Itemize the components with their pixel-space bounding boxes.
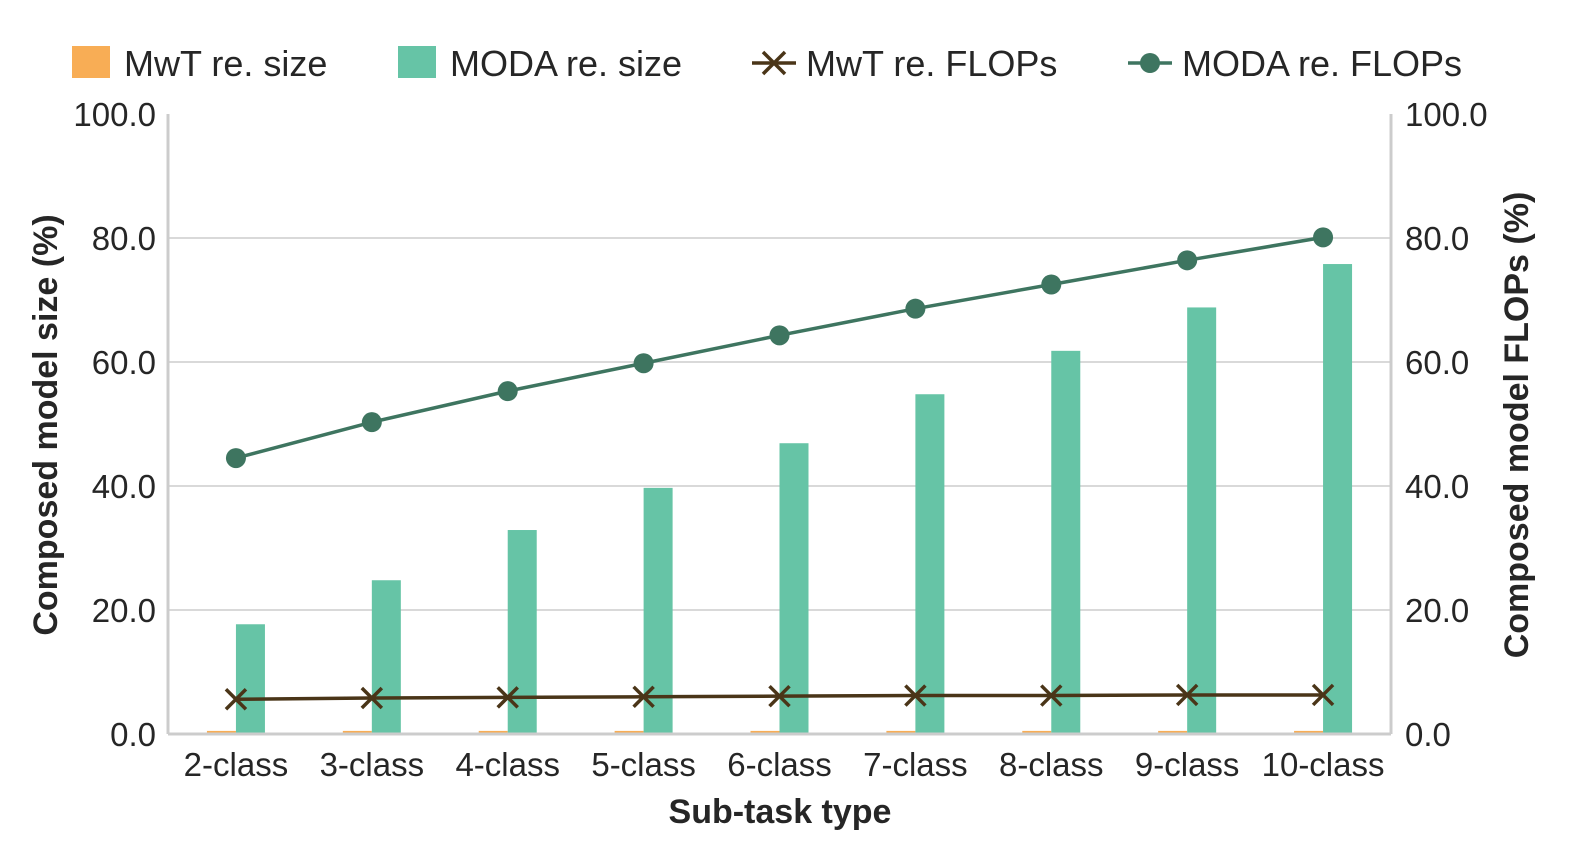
series-line [235, 235, 1324, 460]
y2-tick-labels: 0.0 20.0 40.0 60.0 80.0 100.0 [1405, 96, 1488, 753]
y-tick-label: 20.0 [92, 592, 156, 629]
x-tick-label: 5-class [591, 746, 696, 783]
x-tick-label: 7-class [863, 746, 968, 783]
y-tick-label: 0.0 [110, 716, 156, 753]
plot-frame [166, 114, 1393, 736]
legend-item: MwT re. size [72, 43, 327, 84]
legend-marker [1140, 53, 1160, 73]
bar [1323, 264, 1353, 734]
bar [1022, 730, 1052, 734]
line-point [1313, 227, 1334, 248]
line-point [768, 684, 791, 708]
bar [915, 394, 945, 734]
bar [614, 730, 644, 734]
bar [779, 443, 809, 734]
y-axis-title: Composed model size (%) [27, 214, 65, 635]
line-point [360, 686, 384, 710]
line-point [904, 684, 927, 707]
y2-tick-label: 20.0 [1405, 592, 1469, 629]
x-tick-label: 9-class [1135, 746, 1240, 783]
bar [886, 730, 916, 734]
line-point [1311, 683, 1335, 707]
line-point [632, 685, 655, 709]
legend-swatch [72, 46, 110, 78]
x-tick-label: 10-class [1262, 746, 1385, 783]
legend-swatch [398, 46, 436, 78]
y2-tick-label: 40.0 [1405, 468, 1469, 505]
legend-label: MwT re. size [124, 43, 327, 84]
x-tick-label: 4-class [455, 746, 560, 783]
y-tick-labels: 0.0 20.0 40.0 60.0 80.0 100.0 [73, 96, 156, 753]
y-tick-label: 80.0 [92, 220, 156, 257]
y2-tick-label: 100.0 [1405, 96, 1488, 133]
line-point [769, 325, 790, 346]
legend-label: MODA re. FLOPs [1182, 43, 1462, 84]
legend: MwT re. size MODA re. size MwT re. FLOPs MO… [72, 43, 1462, 84]
line-point [1175, 683, 1199, 707]
y2-tick-label: 0.0 [1405, 716, 1451, 753]
line-point [497, 381, 518, 402]
legend-label: MwT re. FLOPs [806, 43, 1057, 84]
y-tick-label: 40.0 [92, 468, 156, 505]
x-tick-label: 2-class [184, 746, 289, 783]
x-tick-label: 3-class [320, 746, 425, 783]
legend-marker [761, 50, 787, 76]
y2-axis-title: Composed model FLOPs (%) [1498, 192, 1536, 659]
line-point [633, 353, 654, 374]
x-tick-label: 8-class [999, 746, 1104, 783]
bar [342, 730, 372, 734]
bar [206, 730, 236, 734]
legend-label: MODA re. size [450, 43, 682, 84]
bar [750, 730, 780, 734]
x-tick-label: 6-class [727, 746, 832, 783]
bar [1294, 730, 1324, 734]
legend-item: MwT re. FLOPs [752, 43, 1057, 84]
y-tick-label: 100.0 [73, 96, 156, 133]
bar [1051, 350, 1081, 734]
x-tick-labels: 2-class 3-class 4-class 5-class 6-class 7-cla… [184, 746, 1385, 783]
y2-tick-label: 80.0 [1405, 220, 1469, 257]
line-point [1177, 250, 1198, 271]
line-point [224, 688, 248, 711]
bar [1158, 730, 1188, 734]
line-point [225, 448, 246, 469]
line-point [1041, 274, 1062, 295]
lines [224, 227, 1335, 711]
line-point [361, 412, 382, 433]
bar [1187, 307, 1217, 734]
legend-item: MODA re. size [398, 43, 682, 84]
line-point [496, 686, 519, 709]
y2-tick-label: 60.0 [1405, 344, 1469, 381]
y-tick-label: 60.0 [92, 344, 156, 381]
line-point [905, 298, 926, 319]
line-point [1040, 684, 1063, 707]
x-axis-title: Sub-task type [669, 793, 892, 831]
legend-item: MODA re. FLOPs [1128, 43, 1462, 84]
bar [235, 624, 265, 734]
bar [478, 730, 508, 734]
bar [371, 580, 401, 734]
